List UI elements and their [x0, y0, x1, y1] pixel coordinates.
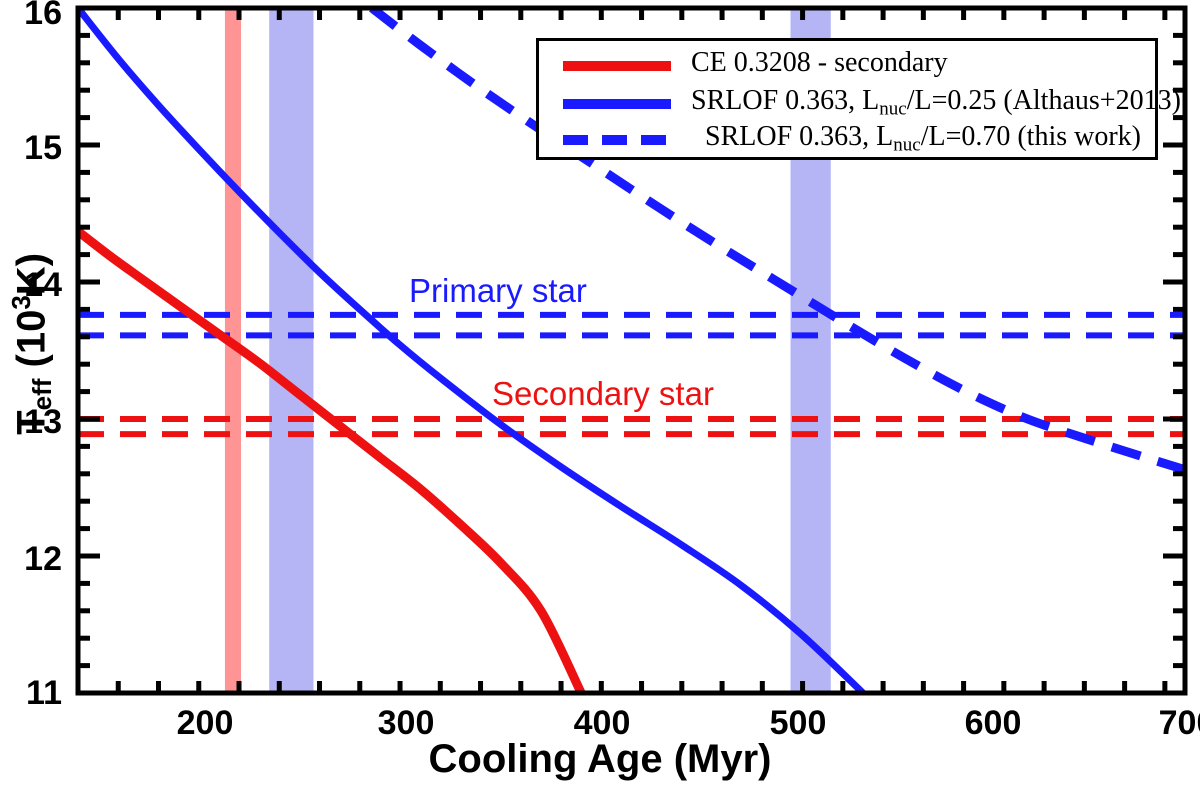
y-axis-title-unit-close: K)	[9, 252, 54, 296]
x-tick-label: 300	[377, 704, 435, 742]
legend-label-text: CE 0.3208 - secondary	[691, 47, 948, 78]
legend-swatch-dashed-blue-icon	[563, 135, 671, 145]
legend-entry-srlof-070: SRLOF 0.363, Lnuc/L=0.70 (this work)	[539, 121, 1155, 159]
legend-label-text: SRLOF 0.363, L	[691, 85, 880, 116]
x-tick-label: 200	[176, 704, 234, 742]
x-axis-title: Cooling Age (Myr)	[428, 737, 772, 781]
legend-label: CE 0.3208 - secondary	[691, 47, 948, 79]
chart-legend: CE 0.3208 - secondary SRLOF 0.363, Lnuc/…	[536, 38, 1181, 160]
y-axis-title-base: T	[9, 410, 54, 435]
legend-swatch-solid-blue-icon	[563, 99, 671, 109]
y-tick-label: 15	[24, 129, 62, 167]
x-tick-label: 500	[769, 704, 827, 742]
primary-star-label: Primary star	[409, 272, 587, 309]
x-tick-label: 700	[1158, 704, 1200, 742]
legend-entry-ce: CE 0.3208 - secondary	[539, 47, 1155, 85]
legend-swatch-solid-red-icon	[563, 61, 671, 71]
legend-entry-srlof-025: SRLOF 0.363, Lnuc/L=0.25 (Althaus+2013)	[539, 85, 1181, 123]
x-tick-label: 400	[573, 704, 631, 742]
vband-primary-age-band-ce	[269, 8, 314, 693]
y-axis-title-exponent: 3	[6, 295, 37, 310]
x-tick-label: 600	[964, 704, 1022, 742]
y-tick-label: 11	[26, 674, 62, 712]
legend-label: SRLOF 0.363, Lnuc/L=0.70 (this work)	[705, 121, 1141, 157]
legend-label-text-post: /L=0.25 (Althaus+2013)	[906, 85, 1181, 116]
secondary-star-label: Secondary star	[492, 375, 714, 412]
legend-label-text: SRLOF 0.363, L	[705, 121, 894, 152]
legend-label-text-post: /L=0.70 (this work)	[920, 121, 1142, 152]
y-axis-title-unit-open: (10	[9, 309, 54, 379]
series-line-0	[78, 227, 586, 693]
series-line-1	[78, 8, 866, 693]
y-tick-label: 14	[24, 266, 62, 304]
y-tick-label: 16	[24, 0, 62, 32]
legend-label-subscript: nuc	[893, 134, 921, 156]
y-axis-title-subscript: eff	[26, 378, 57, 411]
legend-label: SRLOF 0.363, Lnuc/L=0.25 (Althaus+2013)	[691, 85, 1181, 121]
y-tick-label: 13	[24, 403, 62, 441]
y-axis-title: Teff (103K)	[6, 144, 58, 544]
y-tick-label: 12	[24, 540, 62, 578]
axis-frame	[75, 5, 1188, 696]
series-line-2	[369, 8, 1185, 474]
legend-label-subscript: nuc	[879, 98, 907, 120]
